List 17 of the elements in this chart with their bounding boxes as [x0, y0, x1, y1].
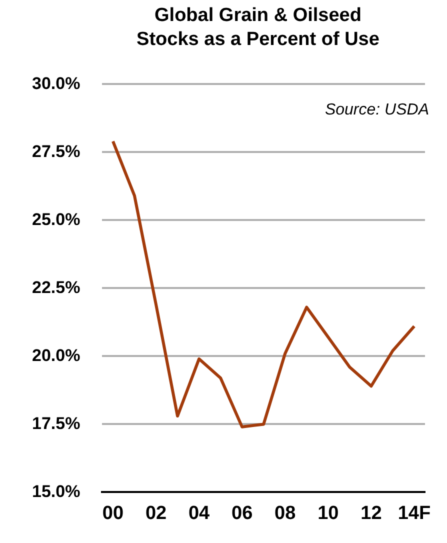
y-tick-label: 15.0% [32, 482, 80, 501]
annotation: Source: USDA [324, 102, 429, 119]
y-tick-label: 25.0% [32, 210, 80, 229]
x-tick-label: 08 [274, 502, 296, 524]
y-tick-label: 20.0% [32, 346, 80, 365]
y-tick-label: 22.5% [32, 278, 80, 297]
x-tick-label: 14F [398, 502, 431, 524]
y-tick-label: 17.5% [32, 414, 80, 433]
x-tick-label: 12 [360, 502, 382, 524]
y-tick-label: 27.5% [32, 142, 80, 161]
x-tick-label: 00 [102, 502, 124, 524]
x-tick-label: 06 [232, 502, 253, 524]
y-tick-label: 30.0% [32, 74, 80, 93]
chart-title: Global Grain & Oilseed Stocks as a Percent of Use [136, 4, 380, 52]
x-tick-label: 10 [318, 502, 339, 524]
x-tick-label: 04 [188, 502, 210, 524]
x-tick-label: 02 [145, 502, 167, 524]
